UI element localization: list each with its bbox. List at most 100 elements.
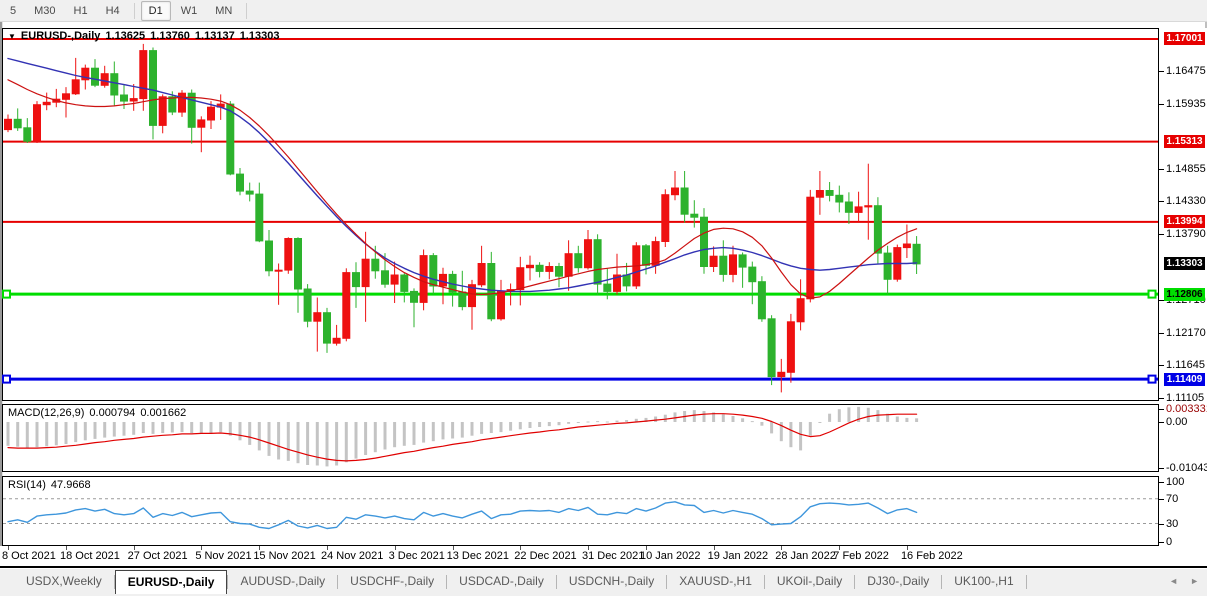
tab-separator — [941, 575, 943, 589]
rsi-axis-label: 30 — [1166, 517, 1179, 530]
axis-tick — [8, 546, 9, 550]
timeframe-button-h1[interactable]: H1 — [73, 4, 88, 17]
tab-separator — [666, 575, 668, 589]
timeframe-button-h4[interactable]: H4 — [105, 4, 120, 17]
symbol-tab-usdcad-daily[interactable]: USDCAD-,Daily — [459, 574, 544, 588]
timeframe-button-w1[interactable]: W1 — [180, 4, 198, 17]
symbol-tab-ukoil-daily[interactable]: UKOil-,Daily — [776, 574, 843, 588]
symbol-tab-bar: USDX,Weekly EURUSD-,Daily AUDUSD-,Daily USD… — [0, 569, 1207, 596]
axis-tick — [1159, 70, 1164, 72]
price-badge: 1.15313 — [1164, 135, 1205, 149]
date-axis-label: 28 Jan 2022 — [775, 550, 836, 562]
timeframe-toolbar: 5 M30 H1 H4 D1 W1 MN — [0, 0, 1207, 22]
price-axis-label: 1.14855 — [1166, 163, 1206, 176]
price-badge: 1.12806 — [1164, 287, 1205, 301]
axis-tick — [66, 546, 67, 550]
symbol-tab-eurusd-daily[interactable]: EURUSD-,Daily — [114, 570, 228, 594]
tab-separator — [113, 575, 115, 589]
axis-tick — [1159, 468, 1164, 469]
price-badge: 1.11409 — [1164, 372, 1205, 386]
axis-tick — [1159, 364, 1164, 366]
date-axis-label: 31 Dec 2021 — [581, 550, 645, 562]
tab-separator — [555, 575, 557, 589]
date-axis-label: 18 Oct 2021 — [59, 550, 120, 562]
price-badge: 1.17001 — [1164, 32, 1205, 46]
tab-separator — [854, 575, 856, 589]
macd-indicator-pane[interactable] — [2, 404, 1159, 472]
axis-tick — [1159, 409, 1164, 410]
symbol-tab-audusd-daily[interactable]: AUDUSD-,Daily — [240, 574, 326, 588]
symbol-tab-uk100-h1[interactable]: UK100-,H1 — [954, 574, 1014, 588]
axis-tick — [907, 546, 908, 550]
rsi-axis-label: 0 — [1166, 536, 1173, 548]
price-axis-label: 1.16475 — [1166, 64, 1206, 77]
date-axis-label: 24 Nov 2021 — [320, 550, 384, 562]
date-axis-label: 16 Feb 2022 — [900, 550, 963, 562]
axis-tick — [1159, 201, 1164, 203]
axis-tick — [1159, 498, 1164, 500]
date-axis-label: 19 Jan 2022 — [707, 550, 769, 562]
axis-tick — [839, 546, 840, 550]
date-axis-label: 8 Oct 2021 — [2, 550, 56, 562]
price-axis-label: 1.15935 — [1166, 97, 1206, 110]
tab-separator — [1025, 575, 1027, 589]
axis-tick — [1159, 421, 1164, 423]
axis-tick — [714, 546, 715, 550]
axis-tick — [1159, 482, 1164, 483]
tabs-scroll-left-icon[interactable]: ◄ — [1169, 576, 1179, 586]
symbol-tab-dj30-daily[interactable]: DJ30-,Daily — [867, 574, 930, 588]
rsi-indicator-pane[interactable] — [2, 476, 1159, 546]
axis-tick — [395, 546, 396, 550]
rsi-axis-label: 70 — [1166, 492, 1179, 505]
axis-tick — [646, 546, 647, 550]
date-axis-label: 27 Oct 2021 — [127, 550, 188, 562]
price-axis-label: 1.14330 — [1166, 195, 1206, 208]
axis-tick — [1159, 103, 1164, 105]
macd-axis-label: -0.01043 — [1166, 462, 1207, 474]
date-axis-label: 5 Nov 2021 — [195, 550, 252, 562]
date-axis-label: 7 Feb 2022 — [833, 550, 889, 562]
axis-tick — [781, 546, 782, 550]
axis-tick — [1159, 397, 1164, 399]
macd-axis-label: 0.003331 — [1166, 403, 1207, 415]
price-axis-label: 1.11105 — [1166, 391, 1205, 404]
axis-tick — [259, 546, 260, 550]
price-scale[interactable]: 1.164751.159351.148551.143301.137901.127… — [1159, 28, 1207, 548]
symbol-tab-xauusd-h1[interactable]: XAUUSD-,H1 — [679, 574, 752, 588]
date-axis-label: 13 Dec 2021 — [446, 550, 510, 562]
date-axis-label: 15 Nov 2021 — [253, 550, 316, 562]
axis-tick — [520, 546, 521, 550]
timeframe-button-5[interactable]: 5 — [10, 4, 17, 17]
date-axis-label: 22 Dec 2021 — [514, 550, 577, 562]
axis-tick — [327, 546, 328, 550]
symbol-tab-usdchf-daily[interactable]: USDCHF-,Daily — [350, 574, 435, 588]
price-axis-label: 1.12170 — [1166, 326, 1206, 339]
symbol-tab-usdcnh-daily[interactable]: USDCNH-,Daily — [568, 574, 655, 588]
axis-tick — [201, 546, 202, 550]
axis-tick — [1159, 299, 1164, 301]
price-axis-label: 1.13790 — [1166, 228, 1206, 241]
toolbar-separator — [133, 2, 135, 19]
timeframe-button-m30[interactable]: M30 — [34, 4, 56, 17]
price-badge: 1.13994 — [1164, 215, 1205, 229]
price-badge: 1.13303 — [1164, 257, 1205, 271]
rsi-axis-label: 100 — [1166, 476, 1185, 488]
toolbar-separator — [246, 2, 248, 19]
axis-tick — [1159, 332, 1164, 334]
tab-separator — [446, 575, 448, 589]
timeframe-button-d1[interactable]: D1 — [140, 0, 171, 21]
time-axis[interactable]: 8 Oct 2021 18 Oct 2021 27 Oct 2021 5 Nov 20… — [0, 546, 1207, 568]
macd-axis-label: 0.00 — [1166, 415, 1188, 428]
tab-separator — [763, 575, 765, 589]
date-axis-label: 3 Dec 2021 — [388, 550, 445, 562]
main-chart-pane[interactable] — [2, 28, 1159, 401]
axis-tick — [1159, 234, 1164, 236]
tab-separator — [337, 575, 339, 589]
tabs-scroll-right-icon[interactable]: ► — [1190, 576, 1199, 586]
symbol-tab-usdx-weekly[interactable]: USDX,Weekly — [26, 574, 102, 588]
axis-tick — [453, 546, 454, 550]
axis-tick — [1159, 169, 1164, 171]
timeframe-button-mn[interactable]: MN — [215, 4, 233, 17]
price-axis-label: 1.11645 — [1166, 358, 1205, 371]
axis-tick — [1159, 523, 1164, 525]
